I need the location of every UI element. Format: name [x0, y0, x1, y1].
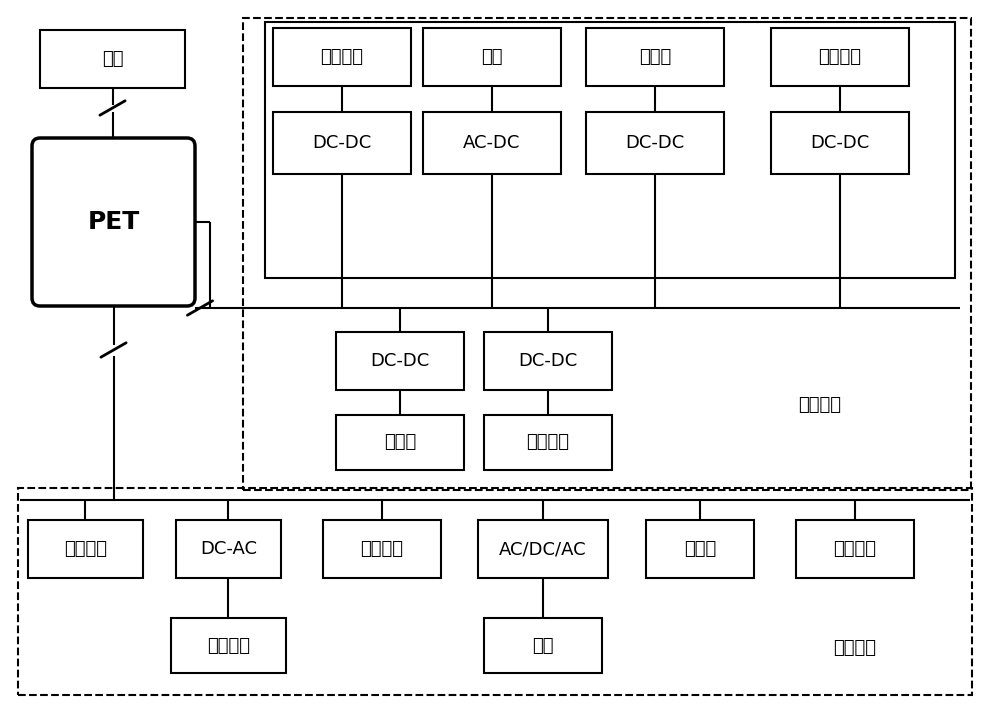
Bar [265, 22, 955, 278]
Bar [423, 28, 561, 86]
Text: 光伏电池: 光伏电池 [207, 636, 250, 654]
Bar [273, 28, 411, 86]
Text: 光伏电池: 光伏电池 [320, 48, 364, 66]
Bar [176, 520, 281, 578]
Bar [771, 28, 909, 86]
Text: AC-DC: AC-DC [463, 134, 521, 152]
Bar [28, 520, 143, 578]
Text: DC-AC: DC-AC [200, 540, 257, 558]
Text: DC-DC: DC-DC [810, 134, 870, 152]
Bar [484, 415, 612, 470]
Bar [323, 520, 441, 578]
Bar [273, 112, 411, 174]
Text: 交流负载: 交流负载 [834, 540, 876, 558]
Bar [336, 332, 464, 390]
Text: DC-DC: DC-DC [312, 134, 372, 152]
Text: 柴油机: 柴油机 [684, 540, 716, 558]
Text: PET: PET [87, 210, 140, 234]
Bar [586, 28, 724, 86]
Text: 蓄电池: 蓄电池 [639, 48, 671, 66]
Text: AC/DC/AC: AC/DC/AC [499, 540, 587, 558]
Bar [484, 332, 612, 390]
Bar [336, 415, 464, 470]
Text: 燃气轮机: 燃气轮机 [360, 540, 404, 558]
Bar [171, 618, 286, 673]
Text: 充电桩: 充电桩 [384, 433, 416, 451]
Text: 主网: 主网 [102, 50, 123, 68]
Bar [478, 520, 608, 578]
Bar [586, 112, 724, 174]
Text: 交流网络: 交流网络 [834, 639, 876, 657]
Bar [423, 112, 561, 174]
Text: 直流网络: 直流网络 [798, 396, 842, 414]
Text: 燃料电池: 燃料电池 [818, 48, 862, 66]
Text: 居民负荷: 居民负荷 [64, 540, 107, 558]
Bar [484, 618, 602, 673]
Text: 风机: 风机 [532, 636, 554, 654]
Bar [646, 520, 754, 578]
FancyBboxPatch shape [32, 138, 195, 306]
Text: DC-DC: DC-DC [370, 352, 430, 370]
Text: DC-DC: DC-DC [518, 352, 578, 370]
Text: 直流负载: 直流负载 [526, 433, 570, 451]
Bar [796, 520, 914, 578]
Text: 风机: 风机 [481, 48, 503, 66]
Bar [40, 30, 185, 88]
Bar [771, 112, 909, 174]
Text: DC-DC: DC-DC [625, 134, 685, 152]
